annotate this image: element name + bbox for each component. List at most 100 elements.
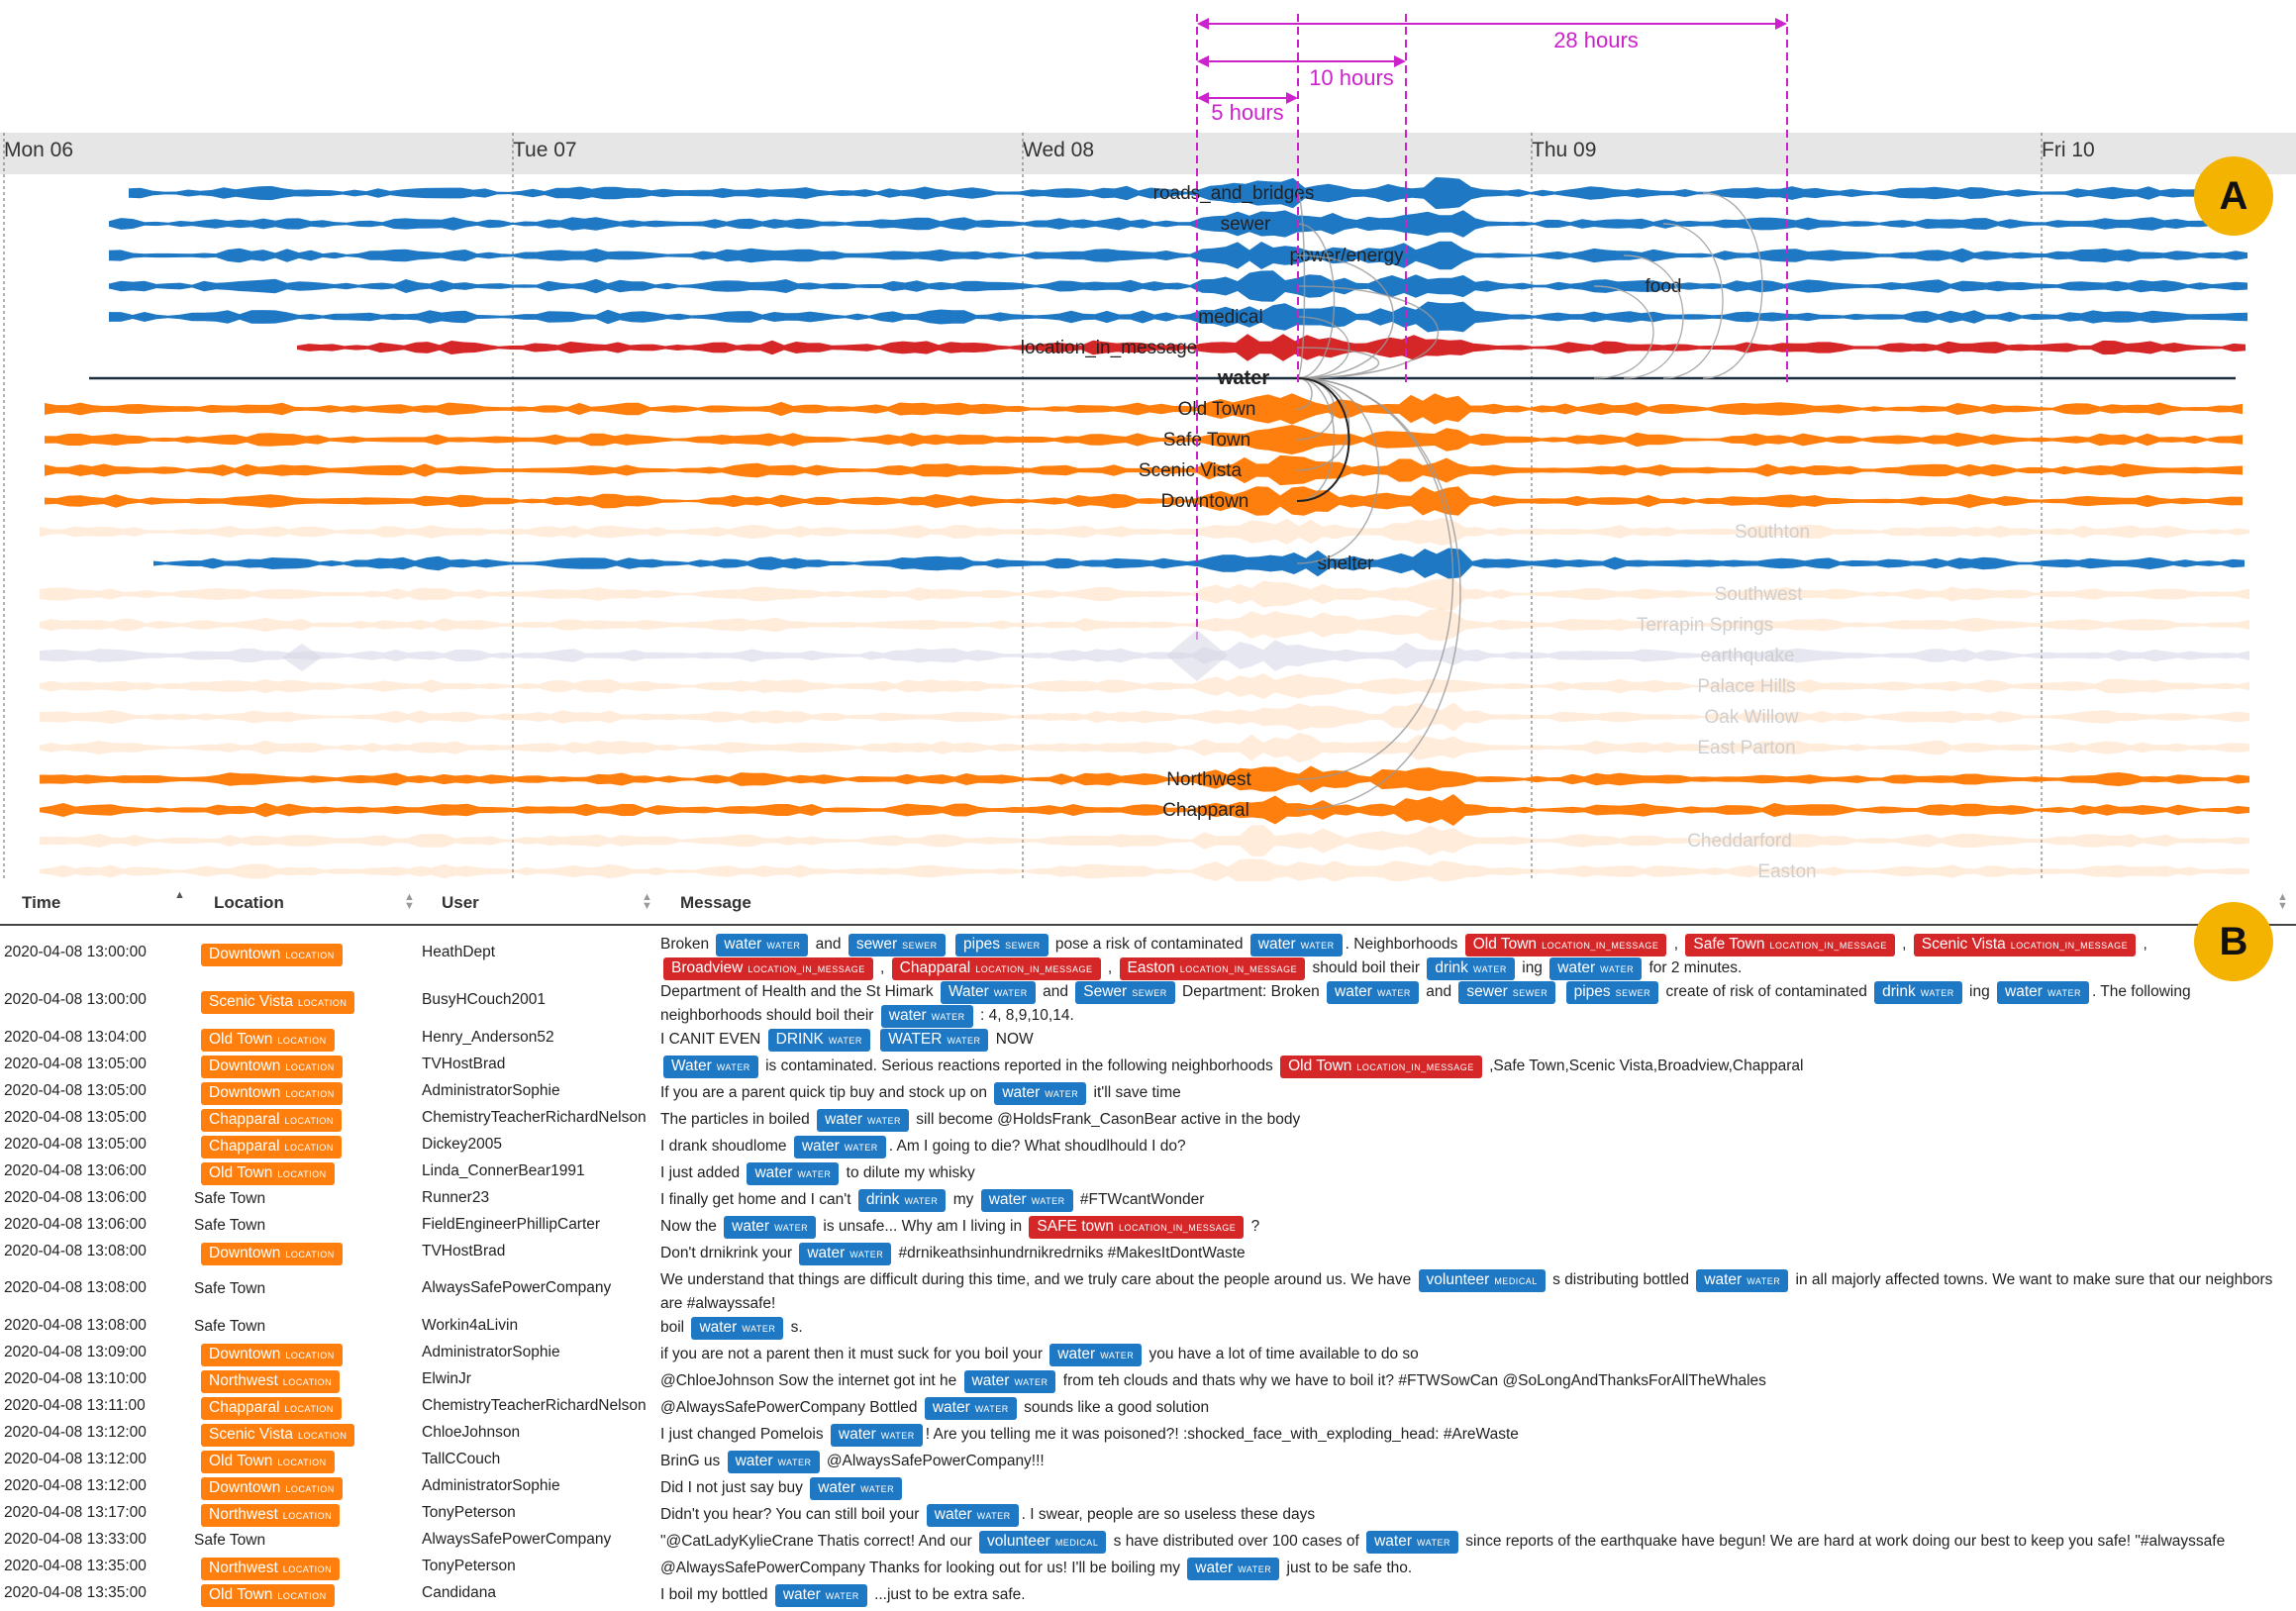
table-row[interactable]: 2020-04-08 13:35:00 Old Town location Candi…: [0, 1582, 2296, 1609]
stream-band[interactable]: [45, 454, 2243, 486]
location-tag[interactable]: Downtown location: [201, 1082, 343, 1105]
topic-tag[interactable]: Sewer sewer: [1075, 981, 1175, 1004]
location-tag[interactable]: Downtown location: [201, 1243, 343, 1265]
location-tag[interactable]: Scenic Vista location: [201, 991, 355, 1014]
stream-label[interactable]: East Parton: [1697, 738, 1795, 758]
location-mention-tag[interactable]: SAFE town location_in_message: [1029, 1216, 1245, 1239]
topic-tag[interactable]: water water: [1696, 1269, 1789, 1292]
stream-band[interactable]: [40, 825, 2249, 856]
header-location[interactable]: Location: [214, 893, 284, 912]
topic-tag[interactable]: water water: [810, 1477, 903, 1500]
location-tag[interactable]: Old Town location: [201, 1584, 335, 1607]
stream-label[interactable]: Palace Hills: [1697, 676, 1795, 697]
topic-tag[interactable]: volunteer medical: [979, 1531, 1107, 1554]
location-tag[interactable]: Downtown location: [201, 944, 343, 966]
location-tag[interactable]: Scenic Vista location: [201, 1424, 355, 1447]
topic-tag[interactable]: volunteer medical: [1418, 1269, 1546, 1292]
topic-tag[interactable]: water water: [793, 1136, 886, 1158]
table-row[interactable]: 2020-04-08 13:33:00 Safe Town AlwaysSafePo…: [0, 1529, 2296, 1556]
location-mention-tag[interactable]: Safe Town location_in_message: [1685, 934, 1895, 957]
stream-band[interactable]: [40, 608, 2249, 642]
stream-band[interactable]: [40, 794, 2249, 826]
topic-tag[interactable]: water water: [994, 1082, 1087, 1105]
stream-band[interactable]: [45, 425, 2243, 454]
topic-tag[interactable]: water water: [799, 1243, 892, 1265]
stream-label[interactable]: sewer: [1221, 214, 1271, 235]
table-row[interactable]: 2020-04-08 13:08:00 Downtown location TVHos…: [0, 1241, 2296, 1267]
location-tag[interactable]: Old Town location: [201, 1162, 335, 1185]
stream-label[interactable]: Oak Willow: [1704, 707, 1798, 728]
topic-tag[interactable]: water water: [727, 1451, 820, 1473]
topic-tag[interactable]: sewer sewer: [1458, 981, 1556, 1004]
topic-tag[interactable]: water water: [1366, 1531, 1458, 1554]
stream-label[interactable]: Old Town: [1178, 399, 1256, 420]
table-row[interactable]: 2020-04-08 13:09:00 Downtown location Admin…: [0, 1342, 2296, 1368]
stream-band[interactable]: [109, 301, 2247, 333]
stream-band[interactable]: [129, 177, 2244, 209]
table-row[interactable]: 2020-04-08 13:04:00 Old Town location Henry…: [0, 1027, 2296, 1054]
location-mention-tag[interactable]: Broadview location_in_message: [663, 957, 873, 980]
stream-label[interactable]: shelter: [1317, 554, 1374, 574]
table-row[interactable]: 2020-04-08 13:11:00 Chapparal location Chem…: [0, 1395, 2296, 1422]
stream-band[interactable]: [40, 702, 2249, 732]
topic-tag[interactable]: sewer sewer: [848, 934, 946, 957]
location-tag[interactable]: Old Town location: [201, 1029, 335, 1052]
topic-tag[interactable]: water water: [924, 1397, 1017, 1420]
header-time[interactable]: Time: [22, 893, 61, 912]
stream-label[interactable]: Downtown: [1161, 491, 1249, 512]
table-row[interactable]: 2020-04-08 13:12:00 Old Town location TallC…: [0, 1449, 2296, 1475]
topic-tag[interactable]: water water: [1327, 981, 1419, 1004]
stream-band[interactable]: [40, 858, 2249, 881]
location-tag[interactable]: Downtown location: [201, 1056, 343, 1078]
table-row[interactable]: 2020-04-08 13:06:00 Old Town location Linda…: [0, 1160, 2296, 1187]
topic-tag[interactable]: water water: [1549, 957, 1643, 980]
stream-band[interactable]: [40, 732, 2249, 763]
topic-tag[interactable]: drink water: [857, 1189, 947, 1212]
timeline-streams-svg[interactable]: Mon 06 Tue 07 Wed 08 Thu 09 Fri 10 roads_and_…: [0, 0, 2296, 881]
table-row[interactable]: 2020-04-08 13:08:00 Safe Town AlwaysSafePo…: [0, 1267, 2296, 1315]
table-row[interactable]: 2020-04-08 13:00:00 Scenic Vista location B…: [0, 979, 2296, 1028]
topic-tag[interactable]: drink water: [1427, 957, 1515, 980]
stream-band[interactable]: [109, 241, 2247, 270]
topic-tag[interactable]: pipes sewer: [1565, 981, 1659, 1004]
sort-asc-icon[interactable]: ▲: [174, 889, 185, 901]
location-tag[interactable]: Old Town location: [201, 1451, 335, 1473]
table-row[interactable]: 2020-04-08 13:05:00 Downtown location Admin…: [0, 1080, 2296, 1107]
location-tag[interactable]: Northwest location: [201, 1504, 341, 1527]
stream-label[interactable]: Scenic Vista: [1139, 460, 1243, 481]
stream-band[interactable]: [297, 334, 2246, 361]
topic-tag[interactable]: water water: [880, 1005, 973, 1028]
table-row[interactable]: 2020-04-08 13:05:00 Downtown location TVHos…: [0, 1054, 2296, 1080]
stream-band[interactable]: [40, 518, 2249, 546]
header-message[interactable]: Message: [680, 893, 751, 912]
location-tag[interactable]: Chapparal location: [201, 1136, 342, 1158]
location-mention-tag[interactable]: Scenic Vista location_in_message: [1913, 934, 2137, 957]
stream-band[interactable]: [40, 673, 2249, 699]
stream-band[interactable]: [153, 548, 2245, 579]
header-user[interactable]: User: [442, 893, 479, 912]
stream-label[interactable]: Southwest: [1715, 584, 1803, 605]
stream-band[interactable]: [40, 577, 2249, 611]
topic-tag[interactable]: water water: [716, 934, 809, 957]
table-row[interactable]: 2020-04-08 13:12:00 Scenic Vista location C…: [0, 1422, 2296, 1449]
topic-tag[interactable]: water water: [1049, 1344, 1143, 1366]
topic-tag[interactable]: water water: [1997, 981, 2089, 1004]
table-row[interactable]: 2020-04-08 13:05:00 Chapparal location Chem…: [0, 1107, 2296, 1134]
topic-tag[interactable]: water water: [724, 1216, 817, 1239]
topic-tag[interactable]: Water water: [941, 981, 1036, 1004]
stream-label[interactable]: Northwest: [1166, 769, 1251, 790]
location-tag[interactable]: Northwest location: [201, 1558, 341, 1580]
table-row[interactable]: 2020-04-08 13:12:00 Downtown location Admin…: [0, 1475, 2296, 1502]
stream-label[interactable]: Easton: [1757, 861, 1816, 881]
location-tag[interactable]: Northwest location: [201, 1370, 341, 1393]
topic-tag[interactable]: water water: [980, 1189, 1073, 1212]
topic-tag[interactable]: water water: [774, 1584, 867, 1607]
stream-band[interactable]: [45, 486, 2243, 516]
topic-tag[interactable]: water water: [963, 1370, 1056, 1393]
topic-tag[interactable]: water water: [691, 1317, 784, 1340]
table-row[interactable]: 2020-04-08 13:10:00 Northwest location Elwi…: [0, 1368, 2296, 1395]
topic-tag[interactable]: water water: [747, 1162, 840, 1185]
table-row[interactable]: 2020-04-08 13:06:00 Safe Town FieldEnginee…: [0, 1214, 2296, 1241]
location-mention-tag[interactable]: Old Town location_in_message: [1280, 1056, 1482, 1078]
stream-label[interactable]: Terrapin Springs: [1637, 615, 1773, 636]
